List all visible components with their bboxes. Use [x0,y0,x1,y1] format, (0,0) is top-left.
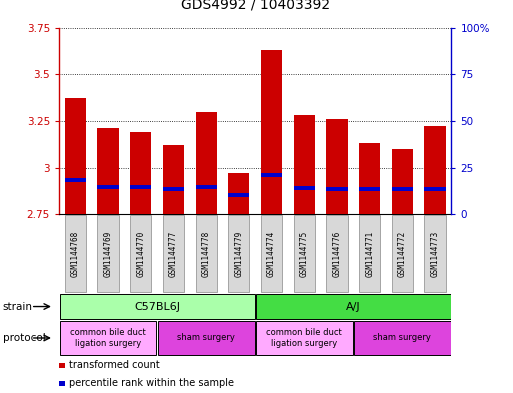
Bar [392,187,413,191]
Bar [326,119,348,214]
Bar [195,215,217,292]
Bar [326,215,348,292]
Bar [359,143,380,214]
Text: GSM1144777: GSM1144777 [169,230,178,277]
Bar [130,215,151,292]
Bar [354,321,451,355]
Text: protocol: protocol [3,333,45,343]
Bar [424,215,446,292]
Text: GSM1144776: GSM1144776 [332,230,342,277]
Text: GDS4992 / 10403392: GDS4992 / 10403392 [181,0,330,12]
Bar [228,215,249,292]
Text: common bile duct
ligation surgery: common bile duct ligation surgery [70,328,146,348]
Bar [392,149,413,214]
Text: GSM1144778: GSM1144778 [202,230,211,277]
Bar [261,50,282,214]
Bar [293,215,315,292]
Bar [195,112,217,214]
Bar [130,132,151,214]
Bar [195,185,217,189]
Text: GSM1144770: GSM1144770 [136,230,145,277]
Text: sham surgery: sham surgery [373,334,431,342]
Bar [65,97,86,214]
Bar [256,321,352,355]
Text: GSM1144768: GSM1144768 [71,230,80,277]
Bar [359,215,380,292]
Bar [163,145,184,214]
Bar [158,321,254,355]
Bar [130,185,151,189]
Text: strain: strain [3,301,32,312]
Bar [256,294,451,319]
Bar [65,215,86,292]
Bar [228,193,249,196]
Text: GSM1144775: GSM1144775 [300,230,309,277]
Text: sham surgery: sham surgery [177,334,235,342]
Bar [97,128,119,214]
Bar [261,173,282,177]
Bar [65,178,86,182]
Text: GSM1144772: GSM1144772 [398,230,407,277]
Text: GSM1144771: GSM1144771 [365,230,374,277]
Text: transformed count: transformed count [69,360,160,371]
Text: C57BL6J: C57BL6J [134,301,180,312]
Text: GSM1144769: GSM1144769 [104,230,112,277]
Bar [424,127,446,214]
Bar [60,321,156,355]
Bar [60,294,254,319]
Text: percentile rank within the sample: percentile rank within the sample [69,378,234,388]
Bar [163,187,184,191]
Bar [163,215,184,292]
Bar [97,185,119,189]
Bar [392,215,413,292]
Bar [97,215,119,292]
Bar [293,186,315,190]
Bar [326,187,348,191]
Text: GSM1144774: GSM1144774 [267,230,276,277]
Text: GSM1144779: GSM1144779 [234,230,243,277]
Bar [261,215,282,292]
Bar [293,115,315,214]
Bar [359,187,380,191]
Text: A/J: A/J [346,301,361,312]
Bar [424,187,446,191]
Text: GSM1144773: GSM1144773 [430,230,440,277]
Bar [228,173,249,214]
Text: common bile duct
ligation surgery: common bile duct ligation surgery [266,328,342,348]
